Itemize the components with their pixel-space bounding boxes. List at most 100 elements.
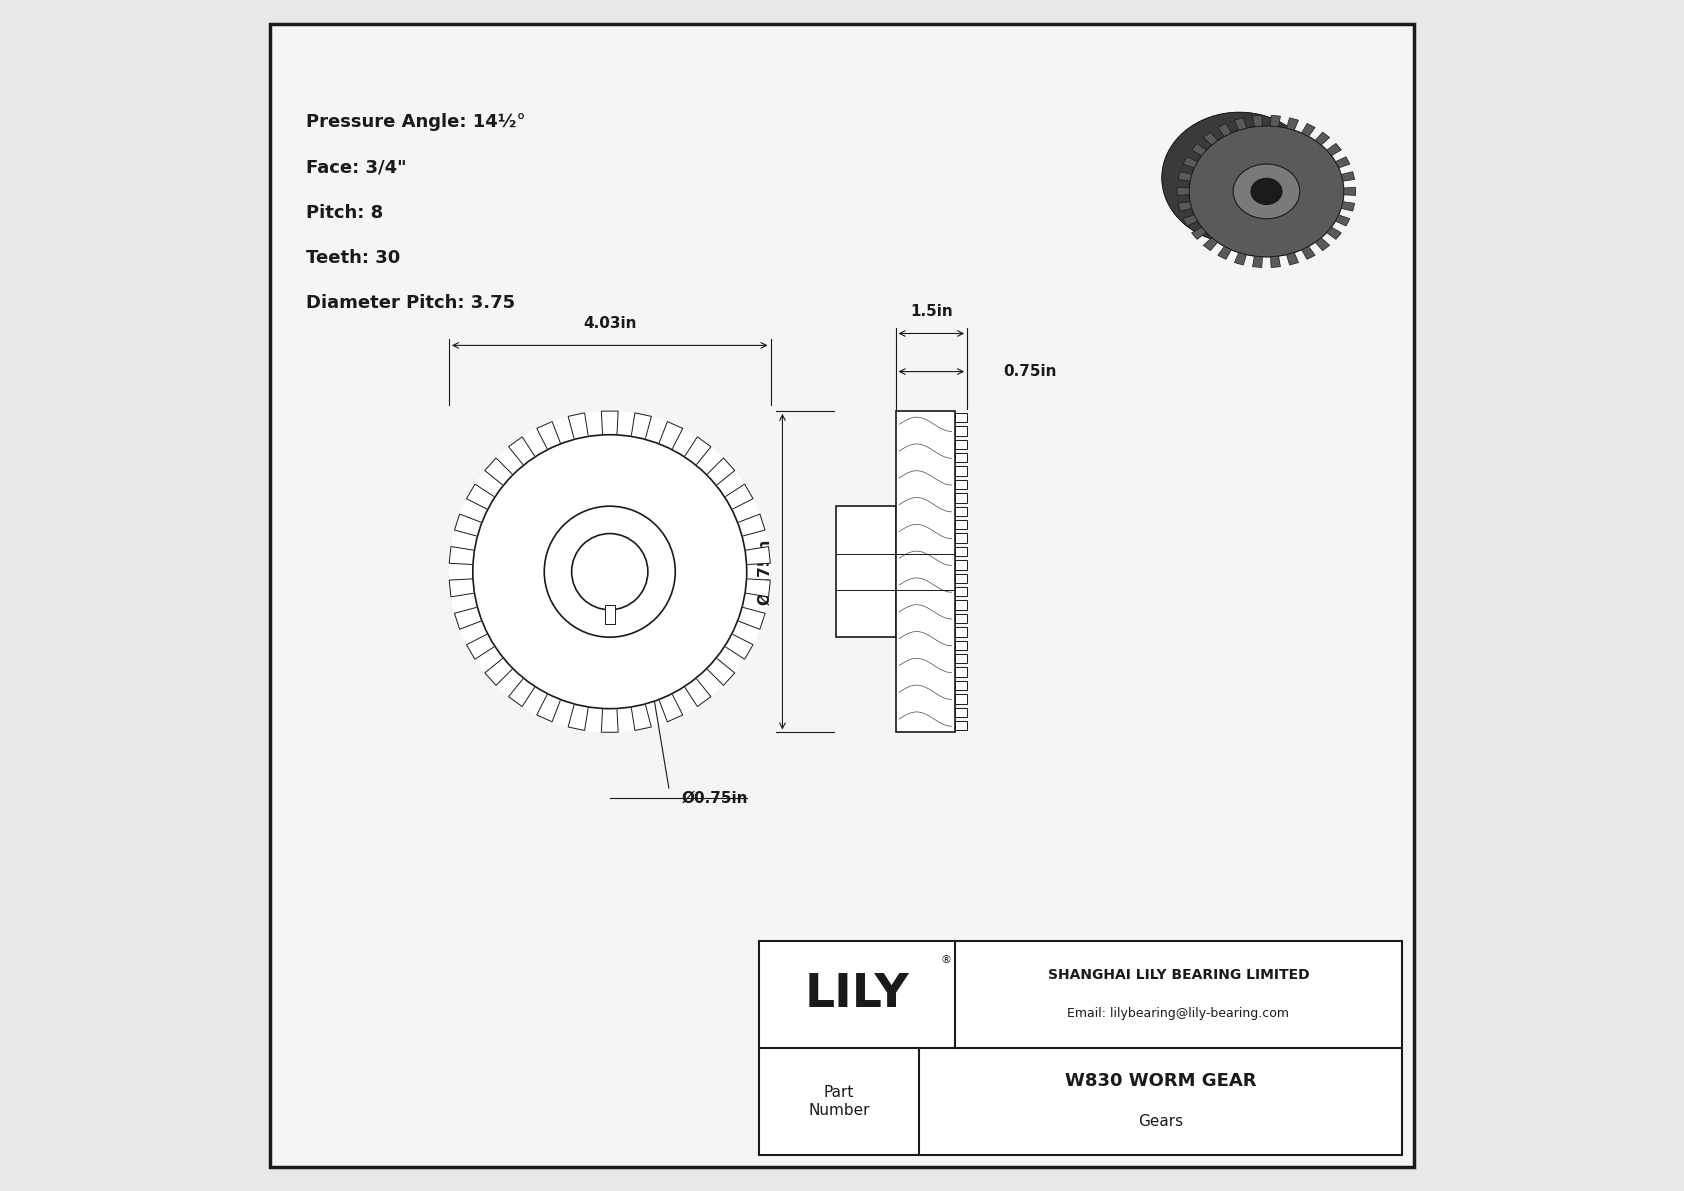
- Polygon shape: [450, 579, 475, 597]
- Bar: [896, 411, 955, 732]
- Bar: [955, 707, 967, 717]
- Bar: [955, 628, 967, 637]
- Bar: [605, 605, 615, 624]
- Bar: [955, 560, 967, 569]
- Bar: [955, 480, 967, 490]
- Bar: [955, 641, 967, 650]
- Bar: [955, 467, 967, 476]
- Ellipse shape: [1251, 179, 1282, 205]
- Polygon shape: [601, 709, 618, 732]
- Text: 0.75in: 0.75in: [1002, 364, 1056, 379]
- Polygon shape: [1179, 201, 1192, 211]
- Polygon shape: [1253, 256, 1263, 268]
- Text: Email: lilybearing@lily-bearing.com: Email: lilybearing@lily-bearing.com: [1068, 1008, 1290, 1019]
- Bar: [955, 453, 967, 462]
- Polygon shape: [485, 657, 514, 685]
- Bar: [955, 547, 967, 556]
- Polygon shape: [450, 547, 475, 565]
- Text: SHANGHAI LILY BEARING LIMITED: SHANGHAI LILY BEARING LIMITED: [1047, 968, 1308, 983]
- Bar: [758, 941, 1401, 1155]
- Polygon shape: [1335, 157, 1351, 168]
- Text: Face: 3/4": Face: 3/4": [306, 158, 406, 176]
- Ellipse shape: [1233, 164, 1300, 219]
- Polygon shape: [1204, 132, 1218, 145]
- Bar: [955, 587, 967, 597]
- Polygon shape: [466, 634, 495, 660]
- Polygon shape: [568, 704, 588, 730]
- Ellipse shape: [1162, 112, 1317, 243]
- Polygon shape: [1327, 227, 1342, 239]
- Polygon shape: [1184, 214, 1197, 226]
- Polygon shape: [707, 657, 734, 685]
- Polygon shape: [738, 515, 765, 536]
- Polygon shape: [738, 607, 765, 629]
- Polygon shape: [1218, 247, 1231, 260]
- Polygon shape: [1192, 227, 1206, 239]
- Polygon shape: [632, 413, 652, 439]
- Bar: [955, 520, 967, 530]
- FancyBboxPatch shape: [271, 24, 1413, 1167]
- Bar: [955, 654, 967, 663]
- Polygon shape: [601, 411, 618, 435]
- Bar: [955, 613, 967, 623]
- Polygon shape: [509, 678, 536, 706]
- Polygon shape: [1340, 172, 1354, 181]
- Text: 4.03in: 4.03in: [583, 316, 637, 331]
- Text: ®: ®: [940, 955, 951, 965]
- Bar: [955, 506, 967, 516]
- Circle shape: [473, 435, 746, 709]
- Polygon shape: [724, 484, 753, 510]
- Polygon shape: [1340, 201, 1354, 211]
- Text: Part
Number: Part Number: [808, 1085, 869, 1118]
- Text: Teeth: 30: Teeth: 30: [306, 249, 401, 267]
- Text: LILY: LILY: [805, 972, 909, 1017]
- Polygon shape: [658, 693, 682, 722]
- Polygon shape: [537, 422, 561, 450]
- Bar: [835, 506, 896, 637]
- Polygon shape: [485, 459, 514, 486]
- Polygon shape: [684, 437, 711, 466]
- Polygon shape: [1162, 112, 1335, 257]
- Polygon shape: [455, 607, 482, 629]
- Bar: [955, 534, 967, 543]
- Text: Pitch: 8: Pitch: 8: [306, 204, 384, 222]
- Polygon shape: [707, 459, 734, 486]
- Bar: [955, 439, 967, 449]
- Polygon shape: [1344, 187, 1356, 195]
- Polygon shape: [1335, 214, 1351, 226]
- Polygon shape: [1302, 247, 1315, 260]
- Polygon shape: [1327, 143, 1342, 156]
- Text: 1.5in: 1.5in: [909, 304, 953, 319]
- Text: Gears: Gears: [1138, 1115, 1184, 1129]
- Circle shape: [571, 534, 648, 610]
- Text: Ø0.75in: Ø0.75in: [682, 791, 748, 805]
- Bar: [955, 681, 967, 691]
- Polygon shape: [1179, 172, 1192, 181]
- Polygon shape: [1184, 157, 1197, 168]
- Polygon shape: [1192, 143, 1206, 156]
- Polygon shape: [1302, 124, 1315, 137]
- Polygon shape: [658, 422, 682, 450]
- Polygon shape: [744, 547, 770, 565]
- Text: W830 WORM GEAR: W830 WORM GEAR: [1064, 1072, 1256, 1091]
- Bar: [955, 413, 967, 423]
- Bar: [955, 493, 967, 503]
- Circle shape: [450, 411, 771, 732]
- Polygon shape: [1315, 238, 1330, 250]
- Polygon shape: [1270, 116, 1280, 126]
- Bar: [955, 426, 967, 436]
- Text: Pressure Angle: 14½°: Pressure Angle: 14½°: [306, 113, 525, 131]
- Bar: [955, 600, 967, 610]
- Bar: [955, 694, 967, 704]
- Polygon shape: [568, 413, 588, 439]
- Bar: [955, 574, 967, 584]
- Text: Ø1.75in: Ø1.75in: [758, 538, 771, 605]
- Polygon shape: [509, 437, 536, 466]
- Polygon shape: [1177, 187, 1189, 195]
- Polygon shape: [1287, 252, 1298, 266]
- Polygon shape: [1287, 118, 1298, 130]
- Polygon shape: [537, 693, 561, 722]
- Polygon shape: [455, 515, 482, 536]
- Polygon shape: [632, 704, 652, 730]
- Polygon shape: [744, 579, 770, 597]
